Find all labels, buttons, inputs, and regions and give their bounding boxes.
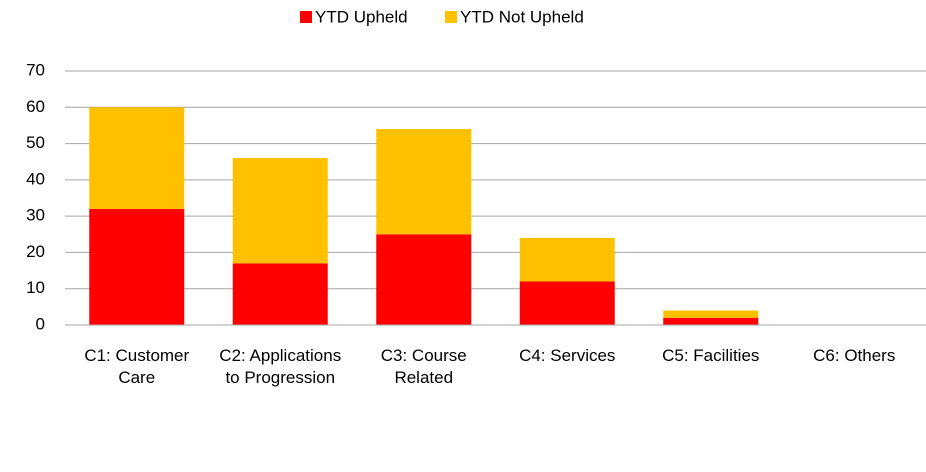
legend-label: YTD Not Upheld xyxy=(460,7,584,26)
x-tick-label: C5: Facilities xyxy=(662,346,760,365)
bar-segment xyxy=(519,281,615,325)
bar-segment xyxy=(519,237,615,282)
y-tick-label: 0 xyxy=(36,314,45,333)
y-tick-label: 50 xyxy=(26,133,45,152)
x-tick-label-box: C6: Others xyxy=(813,346,896,365)
y-tick-label: 20 xyxy=(26,242,45,261)
y-tick-label: 40 xyxy=(26,169,45,188)
y-tick-label: 60 xyxy=(26,97,45,116)
bar-segment xyxy=(376,234,472,325)
x-tick-label: C6: Others xyxy=(813,346,896,365)
x-tick-label-box: C4: Services xyxy=(519,346,616,365)
x-tick-label-box: C5: Facilities xyxy=(662,346,760,365)
x-tick-label: C1: Customer Care xyxy=(84,346,190,387)
legend-label: YTD Upheld xyxy=(315,7,408,26)
x-tick-label-box: C3: Course Related xyxy=(380,346,467,387)
bar-segment xyxy=(232,263,328,325)
bar-segment xyxy=(89,107,185,209)
x-tick-label: C4: Services xyxy=(519,346,616,365)
x-tick-label: C2: Applications to Progression xyxy=(219,346,342,387)
legend-swatch xyxy=(300,11,312,23)
x-tick-label-box: C1: Customer Care xyxy=(84,346,190,387)
x-tick-label: C3: Course Related xyxy=(380,346,467,387)
bar-segment xyxy=(376,129,472,235)
y-tick-label: 30 xyxy=(26,206,45,225)
bar-segment xyxy=(663,317,759,325)
bar-segment xyxy=(232,158,328,264)
bar-segment xyxy=(89,208,185,325)
y-tick-label: 70 xyxy=(26,60,45,79)
y-tick-label: 10 xyxy=(26,278,45,297)
legend-swatch xyxy=(445,11,457,23)
bar-segment xyxy=(663,310,759,318)
x-tick-label-box: C2: Applications to Progression xyxy=(219,346,342,387)
